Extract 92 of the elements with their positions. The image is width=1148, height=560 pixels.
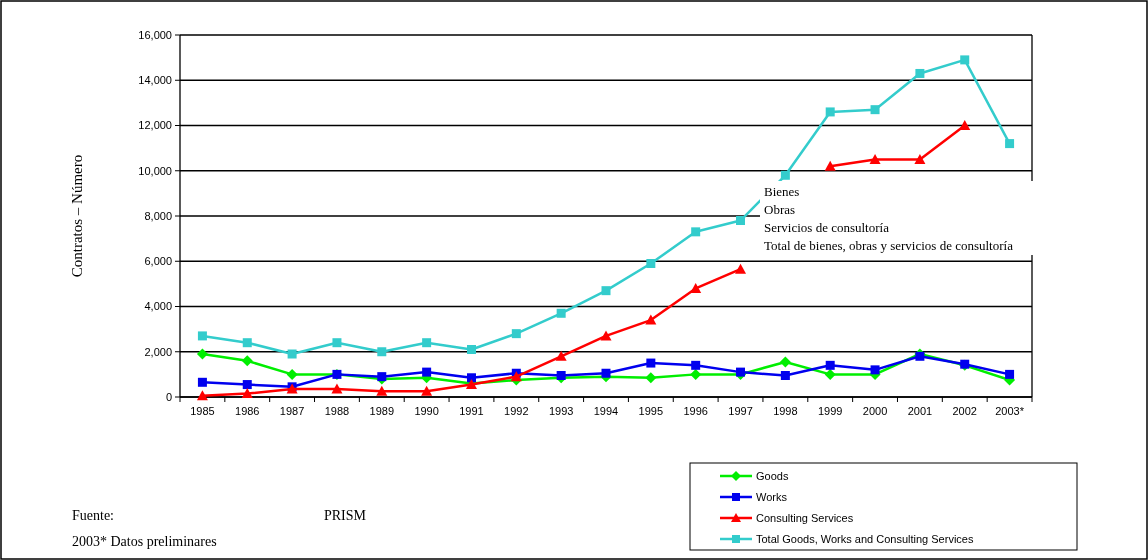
point: [422, 367, 432, 377]
legend-label: Consulting Services: [756, 511, 854, 524]
x-tick-label: 1985: [190, 405, 215, 417]
point: [780, 371, 790, 381]
point: [824, 368, 836, 380]
point: [511, 329, 521, 339]
point: [915, 68, 925, 78]
x-tick-label: 1999: [817, 405, 843, 417]
x-tick-label: 1991: [459, 405, 484, 417]
point: [959, 120, 971, 130]
x-tick-label: 2001: [907, 405, 933, 417]
x-tick-label: 2003*: [995, 405, 1025, 417]
point: [960, 55, 970, 65]
point: [870, 365, 880, 375]
x-tick-label: 1990: [414, 405, 439, 417]
point: [466, 344, 476, 354]
point: [645, 314, 657, 325]
source-note: Fuente:: [72, 508, 114, 523]
y-tick-label: 8,000: [144, 209, 172, 222]
point: [825, 107, 835, 117]
y-tick-label: 0: [165, 390, 172, 403]
legend-label: Goods: [756, 469, 789, 482]
x-tick-label: 1993: [548, 405, 574, 417]
x-tick-label: 1994: [593, 405, 619, 417]
point: [241, 388, 253, 399]
point: [735, 263, 747, 274]
point: [690, 282, 702, 293]
point: [197, 331, 207, 341]
x-tick-label: 1996: [683, 405, 708, 417]
point: [1005, 369, 1015, 379]
y-axis-title: Contratos – Número: [69, 154, 85, 278]
x-tick-label: 2000: [862, 405, 888, 417]
point: [196, 390, 208, 401]
point: [286, 368, 298, 380]
point: [645, 372, 657, 384]
point: [869, 153, 881, 164]
annotation: Obras: [764, 202, 796, 217]
y-tick-label: 16,000: [138, 28, 172, 41]
point: [242, 338, 252, 348]
y-tick-label: 4,000: [144, 300, 172, 313]
point: [421, 385, 433, 396]
point: [510, 371, 522, 382]
annotation: Total de bienes, obras y servicios de consultoría: [764, 238, 1014, 253]
legend-label: Total Goods, Works and Consulting Services: [756, 532, 974, 545]
point: [824, 160, 836, 171]
point: [600, 330, 612, 341]
point: [331, 383, 343, 394]
y-tick-label: 10,000: [138, 164, 172, 177]
point: [422, 338, 432, 348]
x-tick-label: 1988: [324, 405, 350, 417]
point: [466, 373, 476, 383]
y-tick-label: 12,000: [138, 119, 172, 132]
point: [1005, 139, 1015, 149]
point: [376, 385, 388, 396]
point: [196, 348, 208, 360]
y-tick-label: 14,000: [138, 74, 172, 87]
point: [197, 377, 207, 387]
x-tick-label: 1992: [504, 405, 529, 417]
legend-label: Works: [756, 490, 788, 503]
point: [870, 105, 880, 115]
y-tick-label: 6,000: [144, 255, 172, 268]
point: [691, 227, 701, 237]
point: [779, 356, 791, 368]
point: [780, 170, 790, 180]
x-tick-label: 1987: [279, 405, 305, 417]
x-tick-label: 1995: [638, 405, 664, 417]
point: [332, 338, 342, 348]
point: [914, 153, 926, 164]
text: PRISM: [324, 508, 367, 523]
x-tick-label: 1997: [728, 405, 753, 417]
x-tick-label: 1989: [369, 405, 395, 417]
point: [736, 216, 746, 226]
text: 2003* Datos preliminares: [72, 534, 217, 549]
annotation: Servicios de consultoría: [764, 220, 890, 235]
point: [242, 380, 252, 390]
x-tick-label: 1998: [773, 405, 798, 417]
point: [287, 349, 297, 359]
x-tick-label: 1986: [235, 405, 260, 417]
point: [691, 360, 701, 370]
point: [601, 286, 611, 296]
point: [646, 358, 656, 368]
y-tick-label: 2,000: [144, 345, 172, 358]
point: [601, 368, 611, 378]
annotation: Bienes: [764, 184, 800, 199]
point: [646, 259, 656, 269]
point: [556, 308, 566, 318]
x-tick-label: 2002: [952, 405, 977, 417]
point: [825, 360, 835, 370]
point: [377, 347, 387, 357]
point: [690, 368, 702, 380]
point: [241, 355, 253, 367]
point: [555, 350, 567, 361]
